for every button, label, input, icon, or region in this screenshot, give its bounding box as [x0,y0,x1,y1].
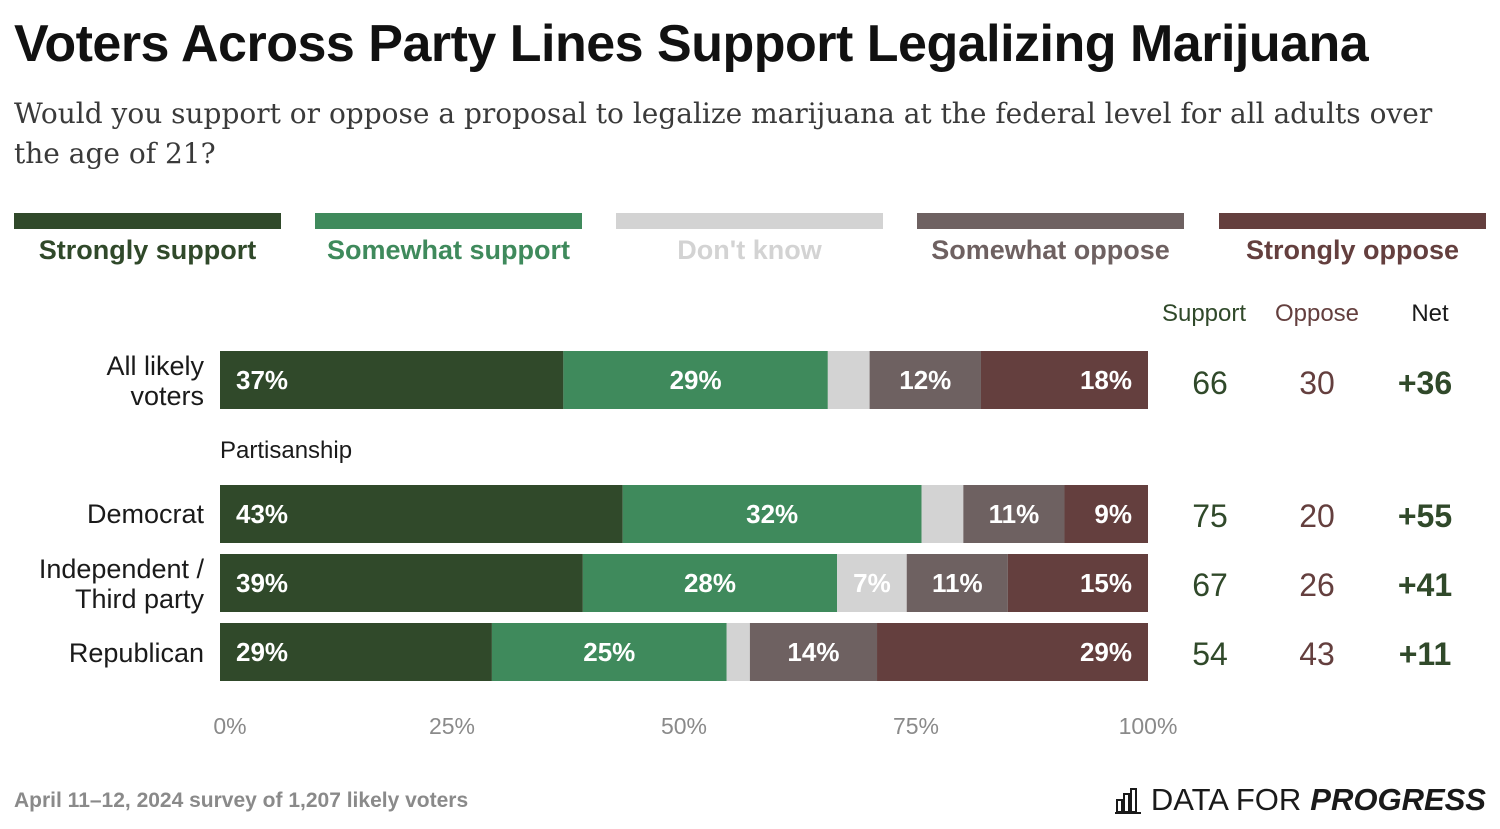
bar-label-republican-somewhat-support: 25% [583,637,635,667]
support-value-independent: 67 [1192,567,1228,603]
legend-swatch-strongly-support [14,213,281,229]
oppose-value-independent: 26 [1299,567,1335,603]
net-value-independent: +41 [1397,567,1453,603]
bar-segment-independent-strongly-oppose [1007,554,1148,612]
bar-segment-democrat-strongly-oppose [1064,485,1148,543]
bar-chart-icon [1114,788,1141,814]
bar-label-independent-somewhat-support: 28% [684,568,736,598]
x-tick-label: 50% [661,713,707,739]
bar-segment-all-strongly-oppose [980,351,1148,409]
bar-label-independent-strongly-oppose: 15% [1080,568,1132,598]
bar-segment-independent-somewhat-support [582,554,838,612]
bar-label-democrat-strongly-support: 43% [236,499,288,529]
row-label-line: All likely [106,351,204,381]
bar-segment-republican-somewhat-support [491,623,727,681]
bar-segment-republican-somewhat-oppose [749,623,878,681]
bar-segment-republican-strongly-oppose [877,623,1148,681]
bar-segment-all-strongly-support [220,351,564,409]
row-label-line: Republican [68,638,204,668]
support-value-all: 66 [1192,365,1228,401]
bar-segment-democrat-somewhat-support [622,485,922,543]
bar-label-all-somewhat-oppose: 12% [899,365,951,395]
bar-label-independent-dont-know: 7% [853,568,891,598]
x-tick-label: 75% [893,713,939,739]
row-label-line: Democrat [86,499,204,529]
bar-label-democrat-strongly-oppose: 9% [1094,499,1132,529]
survey-note: April 11–12, 2024 survey of 1,207 likely… [14,789,469,812]
legend-label-strongly-oppose: Strongly oppose [1245,235,1459,265]
legend-item-dont-know: Don't know [616,213,883,273]
bar-label-independent-somewhat-oppose: 11% [932,568,983,598]
legend-swatch-somewhat-oppose [917,213,1184,229]
row-label-line: voters [130,381,204,411]
row-label-democrat: Democrat [0,499,204,529]
column-header-net: Net [1411,300,1449,327]
x-tick-label: 0% [213,713,246,739]
oppose-value-republican: 43 [1299,636,1335,672]
bar-label-independent-strongly-support: 39% [236,568,288,598]
brand-logo: DATA FOR PROGRESS [1114,782,1486,818]
legend-item-somewhat-support: Somewhat support [315,213,582,273]
bar-segment-democrat-dont-know [921,485,964,543]
legend-swatch-strongly-oppose [1219,213,1486,229]
bar-label-republican-strongly-support: 29% [236,637,288,667]
column-header-support: Support [1161,300,1247,327]
net-value-democrat: +55 [1397,498,1453,534]
row-label-independent: Independent / Third party [0,554,204,614]
bar-segment-all-somewhat-support [563,351,828,409]
bar-label-republican-somewhat-oppose: 14% [787,637,839,667]
legend-swatch-dont-know [616,213,883,229]
bar-segment-all-dont-know [827,351,870,409]
legend-item-strongly-support: Strongly support [14,213,281,273]
x-tick-label: 100% [1119,713,1178,739]
bar-segment-democrat-somewhat-oppose [963,485,1065,543]
support-value-democrat: 75 [1192,498,1228,534]
row-label-republican: Republican [0,638,204,668]
bar-label-all-somewhat-support: 29% [670,365,722,395]
bar-segment-democrat-strongly-support [220,485,623,543]
row-label-all-likely-voters: All likely voters [0,351,204,411]
section-label-partisanship: Partisanship [220,437,353,464]
bar-label-democrat-somewhat-support: 32% [746,499,798,529]
legend-item-somewhat-oppose: Somewhat oppose [917,213,1184,273]
legend-label-somewhat-support: Somewhat support [326,235,570,265]
legend: Strongly support Somewhat support Don't … [14,213,1487,273]
legend-label-strongly-support: Strongly support [38,235,257,265]
brand-text-bold: PROGRESS [1310,782,1486,817]
bar-segment-republican-dont-know [726,623,750,681]
bar-segment-independent-strongly-support [220,554,583,612]
legend-item-strongly-oppose: Strongly oppose [1219,213,1486,273]
bar-label-all-strongly-oppose: 18% [1080,365,1132,395]
bar-segment-independent-dont-know [837,554,907,612]
bar-segment-republican-strongly-support [220,623,492,681]
column-header-oppose: Oppose [1274,300,1360,327]
oppose-value-all: 30 [1299,365,1335,401]
net-value-all: +36 [1397,365,1453,401]
oppose-value-democrat: 20 [1299,498,1335,534]
row-label-line: Independent / [38,554,204,584]
legend-label-somewhat-oppose: Somewhat oppose [931,235,1170,265]
row-label-line: Third party [74,584,204,614]
net-value-republican: +11 [1398,636,1452,672]
legend-label-dont-know: Don't know [677,235,822,265]
bar-segment-all-somewhat-oppose [869,351,981,409]
brand-text-regular: DATA FOR [1150,782,1302,817]
bar-label-democrat-somewhat-oppose: 11% [989,499,1040,529]
x-tick-label: 25% [429,713,475,739]
chart-subtitle: Would you support or oppose a proposal t… [14,97,1433,170]
bar-segment-independent-somewhat-oppose [906,554,1008,612]
chart-title: Voters Across Party Lines Support Legali… [14,15,1369,73]
bar-label-all-strongly-support: 37% [236,365,288,395]
bar-label-republican-strongly-oppose: 29% [1080,637,1132,667]
support-value-republican: 54 [1192,636,1228,672]
legend-swatch-somewhat-support [315,213,582,229]
